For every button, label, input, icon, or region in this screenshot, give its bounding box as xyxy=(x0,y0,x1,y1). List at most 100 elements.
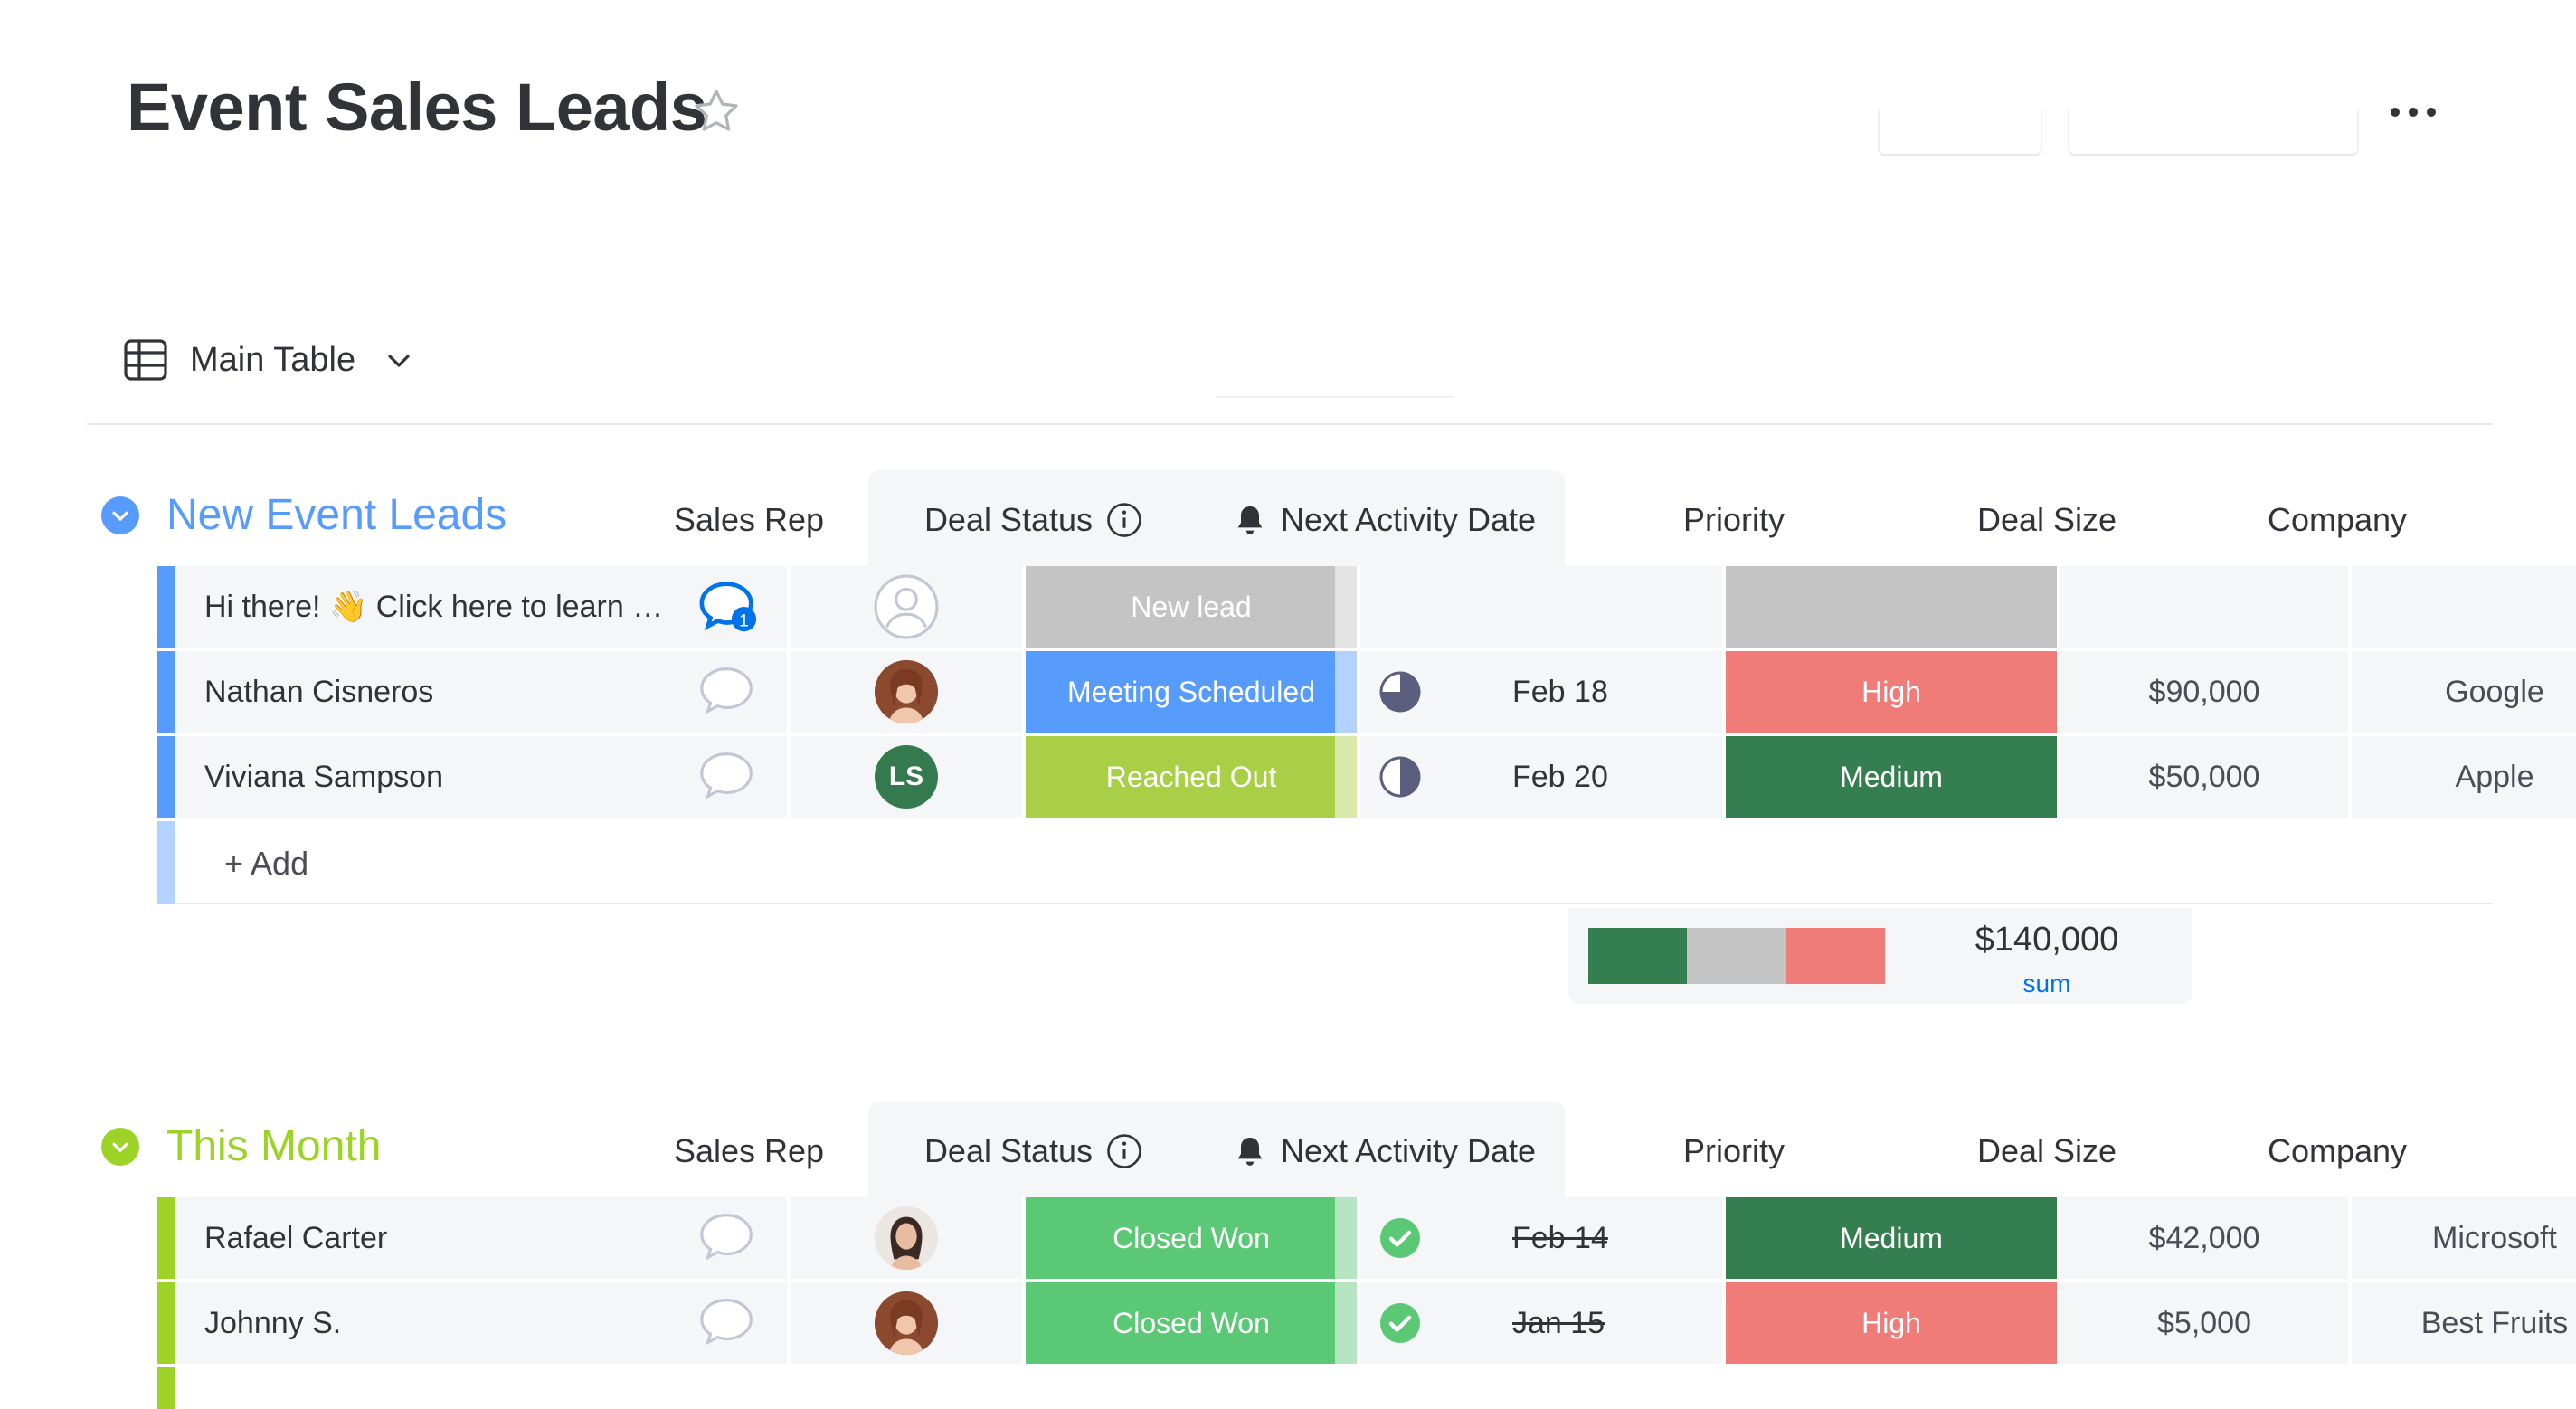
deal-size-sum: $140,000 xyxy=(1975,921,2119,959)
column-header-sales-rep[interactable]: Sales Rep xyxy=(673,501,825,538)
group-title-new-event-leads[interactable]: New Event Leads xyxy=(101,490,507,540)
comment-bubble-icon[interactable] xyxy=(696,1209,760,1267)
deal-size-cell[interactable]: $42,000 xyxy=(2060,1197,2348,1279)
add-item-button[interactable]: + Add xyxy=(224,845,309,882)
priority-cell[interactable]: Medium xyxy=(1726,1197,2057,1279)
item-name-cell[interactable]: Nathan Cisneros xyxy=(175,651,787,733)
column-header-priority[interactable]: Priority xyxy=(1682,501,1785,538)
item-name[interactable]: Johnny S. xyxy=(204,1305,342,1340)
column-header-sales-rep[interactable]: Sales Rep xyxy=(673,1132,825,1169)
sales-rep-cell[interactable] xyxy=(791,651,1022,733)
person-photo-icon xyxy=(875,1291,938,1355)
column-header-priority[interactable]: Priority xyxy=(1682,1132,1785,1169)
next-activity-cell[interactable]: Feb 20 xyxy=(1360,736,1722,818)
header-button-left[interactable] xyxy=(1878,109,2042,156)
comment-bubble-icon[interactable] xyxy=(696,1294,760,1352)
priority-cell[interactable]: High xyxy=(1726,651,2057,733)
column-header-label: Deal Status xyxy=(923,501,1094,538)
table-row[interactable]: Johnny S. Closed Won Jan 15 High $5,000 … xyxy=(157,1282,2576,1366)
status-label: Meeting Scheduled xyxy=(1067,675,1315,708)
comment-bubble-icon[interactable]: 1 xyxy=(696,578,760,636)
deal-status-cell[interactable]: New lead xyxy=(1026,566,1357,648)
board-title[interactable]: Event Sales Leads xyxy=(127,70,707,145)
more-options-icon[interactable] xyxy=(2388,101,2439,123)
avatar[interactable] xyxy=(875,1291,938,1355)
priority-label: Medium xyxy=(1840,760,1943,793)
sales-rep-cell[interactable]: LS xyxy=(791,736,1022,818)
table-row[interactable]: Rafael Carter Closed Won Feb 14 Medium $… xyxy=(157,1197,2576,1281)
company-cell[interactable] xyxy=(2352,566,2576,648)
next-activity-cell[interactable]: Jan 15 xyxy=(1360,1282,1722,1364)
sales-rep-cell[interactable] xyxy=(791,566,1022,648)
group-collapse-toggle[interactable] xyxy=(101,496,139,534)
add-item-row[interactable]: + Add xyxy=(157,821,2493,904)
company-cell[interactable]: Best Fruits xyxy=(2352,1282,2576,1364)
column-header-highlight xyxy=(868,1102,1565,1197)
group-title-this-month[interactable]: This Month xyxy=(101,1121,381,1171)
comment-bubble-icon[interactable] xyxy=(696,663,760,721)
sales-rep-cell[interactable] xyxy=(791,1197,1022,1279)
avatar-initials[interactable]: LS xyxy=(875,745,938,809)
half-circle-icon xyxy=(1379,756,1421,798)
avatar[interactable] xyxy=(875,660,938,723)
info-icon[interactable] xyxy=(1105,501,1143,539)
view-label: Main Table xyxy=(190,340,356,379)
column-header-deal-status[interactable]: Deal Status xyxy=(868,488,1199,552)
check-circle-icon xyxy=(1380,1303,1420,1343)
deal-size-cell[interactable] xyxy=(2060,566,2348,648)
view-switcher[interactable]: Main Table xyxy=(123,335,413,385)
company-cell[interactable]: Google xyxy=(2352,651,2576,733)
next-activity-cell[interactable] xyxy=(1360,566,1722,648)
chevron-down-icon[interactable] xyxy=(384,345,413,374)
column-header-company[interactable]: Company xyxy=(2267,501,2408,538)
column-header-company[interactable]: Company xyxy=(2267,1132,2408,1169)
header-button-right[interactable] xyxy=(2068,109,2359,156)
deal-size-cell[interactable]: $90,000 xyxy=(2060,651,2348,733)
deal-status-cell[interactable]: Closed Won xyxy=(1026,1197,1357,1279)
priority-label: High xyxy=(1861,1306,1921,1339)
company-cell[interactable]: Apple xyxy=(2352,736,2576,818)
deal-status-cell[interactable]: Reached Out xyxy=(1026,736,1357,818)
next-activity-cell[interactable]: Feb 14 xyxy=(1360,1197,1722,1279)
pie-three-quarter-icon xyxy=(1379,671,1421,713)
deal-status-cell[interactable]: Closed Won xyxy=(1026,1282,1357,1364)
next-activity-cell[interactable]: Feb 18 xyxy=(1360,651,1722,733)
priority-distribution-segment[interactable] xyxy=(1588,928,1688,984)
column-header-next-activity[interactable]: Next Activity Date xyxy=(1203,1120,1565,1183)
column-header-deal-size[interactable]: Deal Size xyxy=(1976,501,2117,538)
item-name[interactable]: Hi there! 👋 Click here to learn how to u… xyxy=(204,590,696,624)
table-row[interactable]: Viviana Sampson LS Reached Out Feb 20 Me… xyxy=(157,736,2576,819)
column-header-next-activity[interactable]: Next Activity Date xyxy=(1203,488,1565,552)
priority-distribution-segment[interactable] xyxy=(1687,928,1786,984)
sales-rep-cell[interactable] xyxy=(791,1282,1022,1364)
deal-size-cell[interactable]: $5,000 xyxy=(2060,1282,2348,1364)
person-photo-icon xyxy=(875,660,938,723)
item-name[interactable]: Nathan Cisneros xyxy=(204,674,434,709)
column-header-deal-status[interactable]: Deal Status xyxy=(868,1120,1199,1183)
comment-bubble-icon[interactable] xyxy=(696,748,760,806)
priority-distribution-bar[interactable] xyxy=(1588,928,1885,984)
deal-size-cell[interactable]: $50,000 xyxy=(2060,736,2348,818)
item-name-cell[interactable]: Viviana Sampson xyxy=(175,736,787,818)
item-name-cell[interactable]: Rafael Carter xyxy=(175,1197,787,1279)
priority-cell[interactable] xyxy=(1726,566,2057,648)
date-value: Feb 18 xyxy=(1512,674,1608,709)
item-name[interactable]: Rafael Carter xyxy=(204,1220,388,1255)
item-name-cell[interactable]: Hi there! 👋 Click here to learn how to u… xyxy=(175,566,787,648)
priority-distribution-segment[interactable] xyxy=(1785,928,1885,984)
item-name-cell[interactable]: Johnny S. xyxy=(175,1282,787,1364)
star-icon[interactable] xyxy=(689,85,743,139)
priority-cell[interactable]: Medium xyxy=(1726,736,2057,818)
table-row[interactable]: Hi there! 👋 Click here to learn how to u… xyxy=(157,566,2576,649)
deal-status-cell[interactable]: Meeting Scheduled xyxy=(1026,651,1357,733)
avatar[interactable] xyxy=(875,1206,938,1270)
company-cell[interactable]: Microsoft xyxy=(2352,1197,2576,1279)
info-icon[interactable] xyxy=(1105,1132,1143,1170)
group-collapse-toggle[interactable] xyxy=(101,1127,139,1166)
group-color-bar xyxy=(157,736,175,818)
item-name[interactable]: Viviana Sampson xyxy=(204,759,443,794)
table-row[interactable]: Nathan Cisneros Meeting Scheduled Feb 18… xyxy=(157,651,2576,734)
column-header-deal-size[interactable]: Deal Size xyxy=(1976,1132,2117,1169)
priority-cell[interactable]: High xyxy=(1726,1282,2057,1364)
group-color-bar xyxy=(157,1197,175,1279)
